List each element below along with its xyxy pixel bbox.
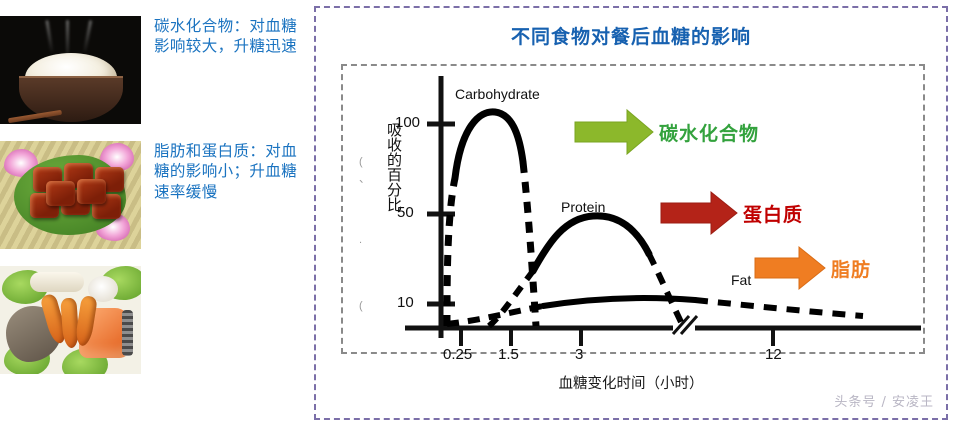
- steam-wisp-icon: [45, 19, 54, 55]
- x-tick-label-1.5: 1.5: [498, 346, 519, 363]
- y-tick-label-50: 50: [397, 204, 414, 221]
- fat-curve-rise: [446, 303, 544, 327]
- pork-cube: [46, 181, 75, 206]
- food-row-fat-protein: 脂肪和蛋白质：对血糖的影响小；升血糖速率缓慢: [0, 141, 310, 249]
- fat-protein-caption: 脂肪和蛋白质：对血糖的影响小；升血糖速率缓慢: [154, 142, 298, 201]
- carbohydrate-curve-peak: [451, 108, 527, 182]
- x-tick-label-0.25: 0.25: [443, 346, 473, 363]
- fat-curve-decline: [694, 297, 864, 319]
- steam-wisp-icon: [66, 20, 69, 62]
- steamed-white-rice-bowl-image: [0, 16, 141, 124]
- carbohydrate-caption: 碳水化合物：对血糖影响较大，升糖迅速: [154, 17, 298, 56]
- protein-curve-peak: [529, 212, 653, 275]
- food-row-seafood: [0, 266, 310, 374]
- x-axis-title: 血糖变化时间（小时）: [558, 376, 704, 392]
- annotation-fat: 脂肪: [831, 259, 872, 281]
- food-row-carbohydrate: 碳水化合物：对血糖影响较大，升糖迅速: [0, 16, 310, 124]
- fat-arrow-icon: [754, 245, 826, 291]
- food-examples-column: 碳水化合物：对血糖影响较大，升糖迅速 脂肪和蛋白质：对血糖的影响小；升血糖速率缓…: [0, 0, 310, 428]
- steam-wisp-icon: [82, 20, 93, 54]
- y-tick-label-100: 100: [395, 114, 421, 131]
- protein-curve-label: Protein: [561, 199, 606, 215]
- braised-pork-belly-image: [0, 141, 141, 249]
- axis-break-mark: [671, 315, 691, 335]
- carbohydrate-curve-fall: [519, 161, 540, 327]
- protein-arrow-icon: [660, 190, 738, 236]
- x-tick-label-3: 3: [575, 346, 584, 363]
- seafood-platter-image: [0, 266, 141, 374]
- protein-curve-fall: [646, 252, 686, 328]
- scan-artifact: .: [359, 234, 363, 246]
- axis-break-mark: [679, 315, 699, 335]
- scan-artifact: (: [359, 300, 363, 312]
- annotation-carbohydrate: 碳水化合物: [659, 123, 760, 145]
- y-axis-title: 吸收的百分比: [385, 122, 403, 212]
- x-tick-label-12: 12: [765, 346, 782, 363]
- scan-artifact: 、: [359, 173, 370, 185]
- white-fish-fillet: [30, 272, 84, 292]
- fat-curve-plateau: [540, 295, 698, 309]
- watermark: 头条号 / 安凌王: [834, 395, 934, 410]
- fat-curve-label: Fat: [731, 272, 752, 288]
- pork-cube: [77, 179, 106, 204]
- protein-curve-rise: [486, 269, 536, 329]
- blood-glucose-absorption-chart: [405, 76, 921, 346]
- annotation-protein: 蛋白质: [743, 204, 804, 226]
- scan-artifact: (: [359, 156, 363, 168]
- y-tick-label-10: 10: [397, 294, 414, 311]
- carbohydrate-curve-label: Carbohydrate: [455, 86, 540, 102]
- page-title: 不同食物对餐后血糖的影响: [510, 26, 751, 48]
- chart-panel: 不同食物对餐后血糖的影响: [314, 6, 948, 420]
- carbohydrate-arrow-icon: [574, 108, 654, 156]
- chart-figure: 吸收的百分比 ( 、 . ( 100 50 10 0.25 1.5 3 12 C…: [341, 64, 925, 363]
